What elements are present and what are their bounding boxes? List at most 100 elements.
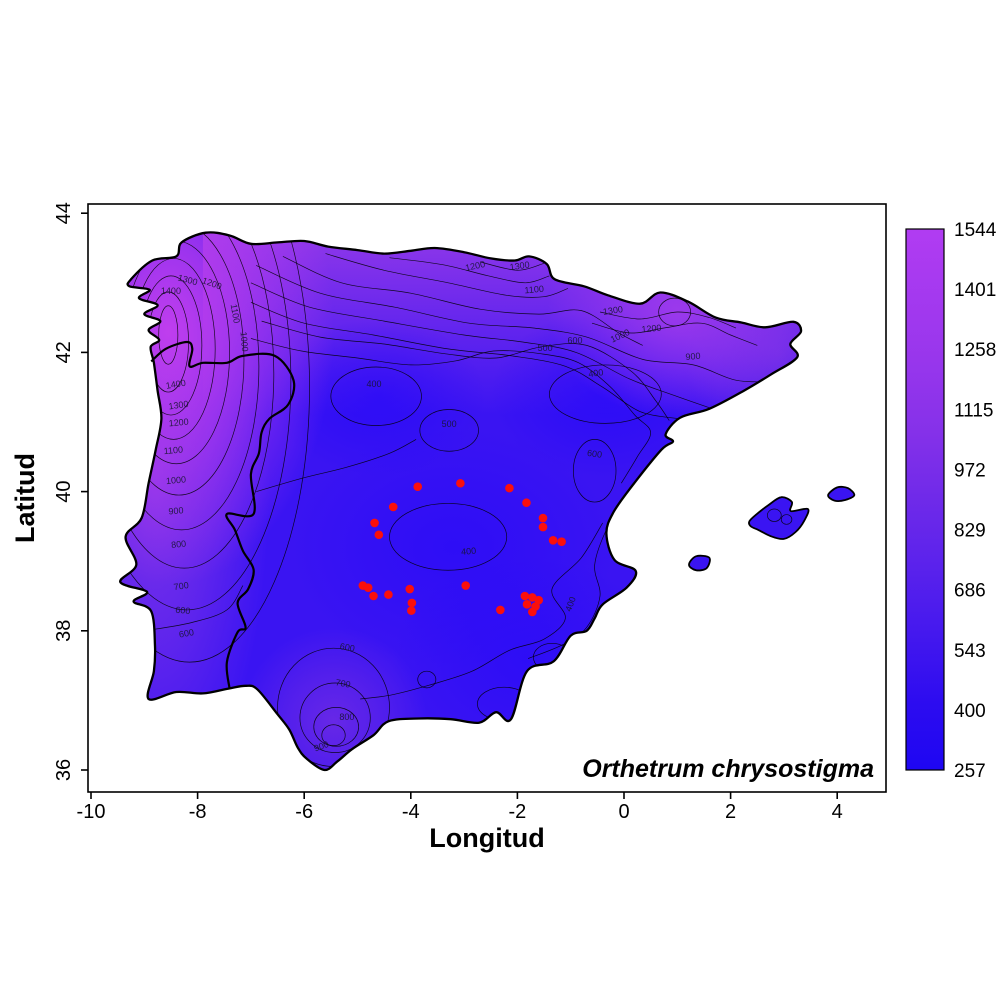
occurrence-point bbox=[522, 600, 532, 609]
contour-label-400: 400 bbox=[461, 546, 477, 557]
contour-line-1300 bbox=[480, 261, 545, 271]
contour-label-800: 800 bbox=[171, 539, 187, 551]
occurrence-point bbox=[363, 583, 373, 592]
colorbar-tick-label: 1115 bbox=[954, 400, 993, 421]
contour-line-1000 bbox=[120, 232, 245, 496]
contour-line-400 bbox=[767, 508, 782, 522]
contour-label-600: 600 bbox=[175, 605, 191, 616]
occurrence-point bbox=[370, 518, 379, 528]
contour-line-1300 bbox=[599, 311, 737, 329]
x-axis-title: Longitud bbox=[429, 823, 544, 853]
contour-line-600 bbox=[261, 320, 670, 421]
occurrence-point bbox=[413, 482, 423, 492]
y-tick-label: 36 bbox=[53, 759, 75, 781]
contour-label-1300: 1300 bbox=[177, 272, 199, 287]
x-tick-label: 0 bbox=[618, 801, 629, 823]
x-tick-label: 2 bbox=[725, 801, 736, 823]
occurrence-point bbox=[374, 530, 384, 540]
occurrence-point bbox=[522, 498, 531, 508]
coastline bbox=[119, 231, 803, 772]
contour-line-500 bbox=[256, 439, 417, 492]
contour-line-500 bbox=[250, 338, 651, 484]
contour-label-1000: 1000 bbox=[166, 474, 187, 486]
contour-label-1300: 1300 bbox=[168, 399, 189, 412]
contour-line-800 bbox=[313, 707, 359, 747]
contour-line-400 bbox=[360, 522, 603, 700]
y-tick-label: 40 bbox=[53, 480, 75, 502]
colorbar-gradient bbox=[905, 228, 945, 771]
contour-label-400: 400 bbox=[367, 379, 382, 389]
contour-line-900 bbox=[120, 232, 260, 531]
contour-line-1000 bbox=[658, 297, 691, 327]
contour-line-300 bbox=[417, 670, 437, 689]
colorbar-tick-label: 257 bbox=[954, 761, 986, 782]
occurrence-point bbox=[461, 581, 470, 590]
contour-line-400 bbox=[780, 514, 793, 525]
contour-label-1100: 1100 bbox=[524, 284, 544, 296]
occurrence-point bbox=[496, 605, 505, 615]
contour-line-700 bbox=[120, 232, 292, 611]
contour-label-1200: 1200 bbox=[641, 323, 662, 335]
contour-label-1000: 1000 bbox=[238, 331, 250, 352]
island-outline bbox=[748, 496, 810, 540]
contour-label-900: 900 bbox=[685, 351, 701, 362]
contour-line-800 bbox=[120, 232, 275, 569]
plot-frame bbox=[87, 203, 887, 793]
x-tick-label: -8 bbox=[189, 801, 207, 823]
contour-line-1500 bbox=[158, 305, 179, 365]
contour-label-900: 900 bbox=[168, 505, 184, 516]
occurrence-point bbox=[407, 606, 416, 615]
species-label: Orthetrum chrysostigma bbox=[582, 755, 874, 783]
contour-line-600 bbox=[120, 232, 310, 663]
colorbar-tick-label: 1258 bbox=[954, 340, 996, 361]
contour-label-900: 900 bbox=[313, 739, 331, 754]
contour-line-900 bbox=[321, 724, 346, 746]
contour-label-600: 600 bbox=[567, 335, 582, 345]
contour-label-1400: 1400 bbox=[165, 378, 186, 391]
contour-label-500: 500 bbox=[442, 419, 457, 429]
occurrence-point bbox=[369, 591, 378, 601]
portugal-spain-border bbox=[150, 340, 296, 689]
y-tick-label: 38 bbox=[53, 620, 75, 642]
contour-label-1200: 1200 bbox=[168, 417, 189, 429]
contour-label-500: 500 bbox=[538, 343, 553, 353]
occurrence-point bbox=[456, 478, 465, 488]
occurrence-point bbox=[538, 522, 548, 532]
contour-line-400 bbox=[389, 503, 508, 571]
colorbar-tick-label: 972 bbox=[954, 460, 986, 481]
x-tick-label: -6 bbox=[295, 801, 313, 823]
contour-label-1200: 1200 bbox=[464, 259, 486, 273]
contour-line-400 bbox=[330, 366, 422, 426]
contour-lines: 1400140013001300120012001100110010001000… bbox=[120, 232, 793, 767]
contour-line-400 bbox=[549, 364, 662, 424]
contour-label-600: 600 bbox=[339, 641, 356, 653]
x-axis: -10 -8 -6 -4 -2 0 2 4 bbox=[77, 792, 843, 823]
x-tick-label: 4 bbox=[832, 801, 843, 823]
island-outline bbox=[827, 485, 856, 502]
colorbar-tick-label: 829 bbox=[954, 521, 986, 542]
occurrence-point bbox=[534, 595, 544, 605]
contour-label-1100: 1100 bbox=[229, 303, 242, 324]
coastline-and-borders bbox=[119, 231, 856, 772]
contour-label-700: 700 bbox=[335, 677, 352, 689]
contour-label-400: 400 bbox=[588, 367, 604, 379]
colorbar: 257 400 543 686 829 972 1115 1258 1401 1544 bbox=[905, 220, 997, 782]
y-axis: 36 38 40 42 44 bbox=[53, 202, 88, 781]
x-tick-label: -4 bbox=[402, 801, 420, 823]
occurrence-point bbox=[384, 590, 393, 599]
contour-label-1400: 1400 bbox=[161, 286, 181, 296]
x-tick-label: -10 bbox=[77, 801, 106, 823]
contour-line-1100 bbox=[325, 253, 569, 298]
colorbar-tick-label: 686 bbox=[954, 581, 986, 602]
occurrence-point bbox=[407, 598, 417, 608]
occurrence-point bbox=[520, 591, 530, 601]
occurrence-point bbox=[388, 502, 398, 512]
colorbar-tick-label: 1544 bbox=[954, 220, 997, 241]
occurrence-point bbox=[548, 536, 558, 545]
y-axis-title: Latitud bbox=[10, 453, 40, 543]
contour-line-600 bbox=[153, 585, 244, 630]
colorbar-tick-label: 400 bbox=[954, 701, 986, 722]
contour-line-900 bbox=[256, 265, 773, 383]
